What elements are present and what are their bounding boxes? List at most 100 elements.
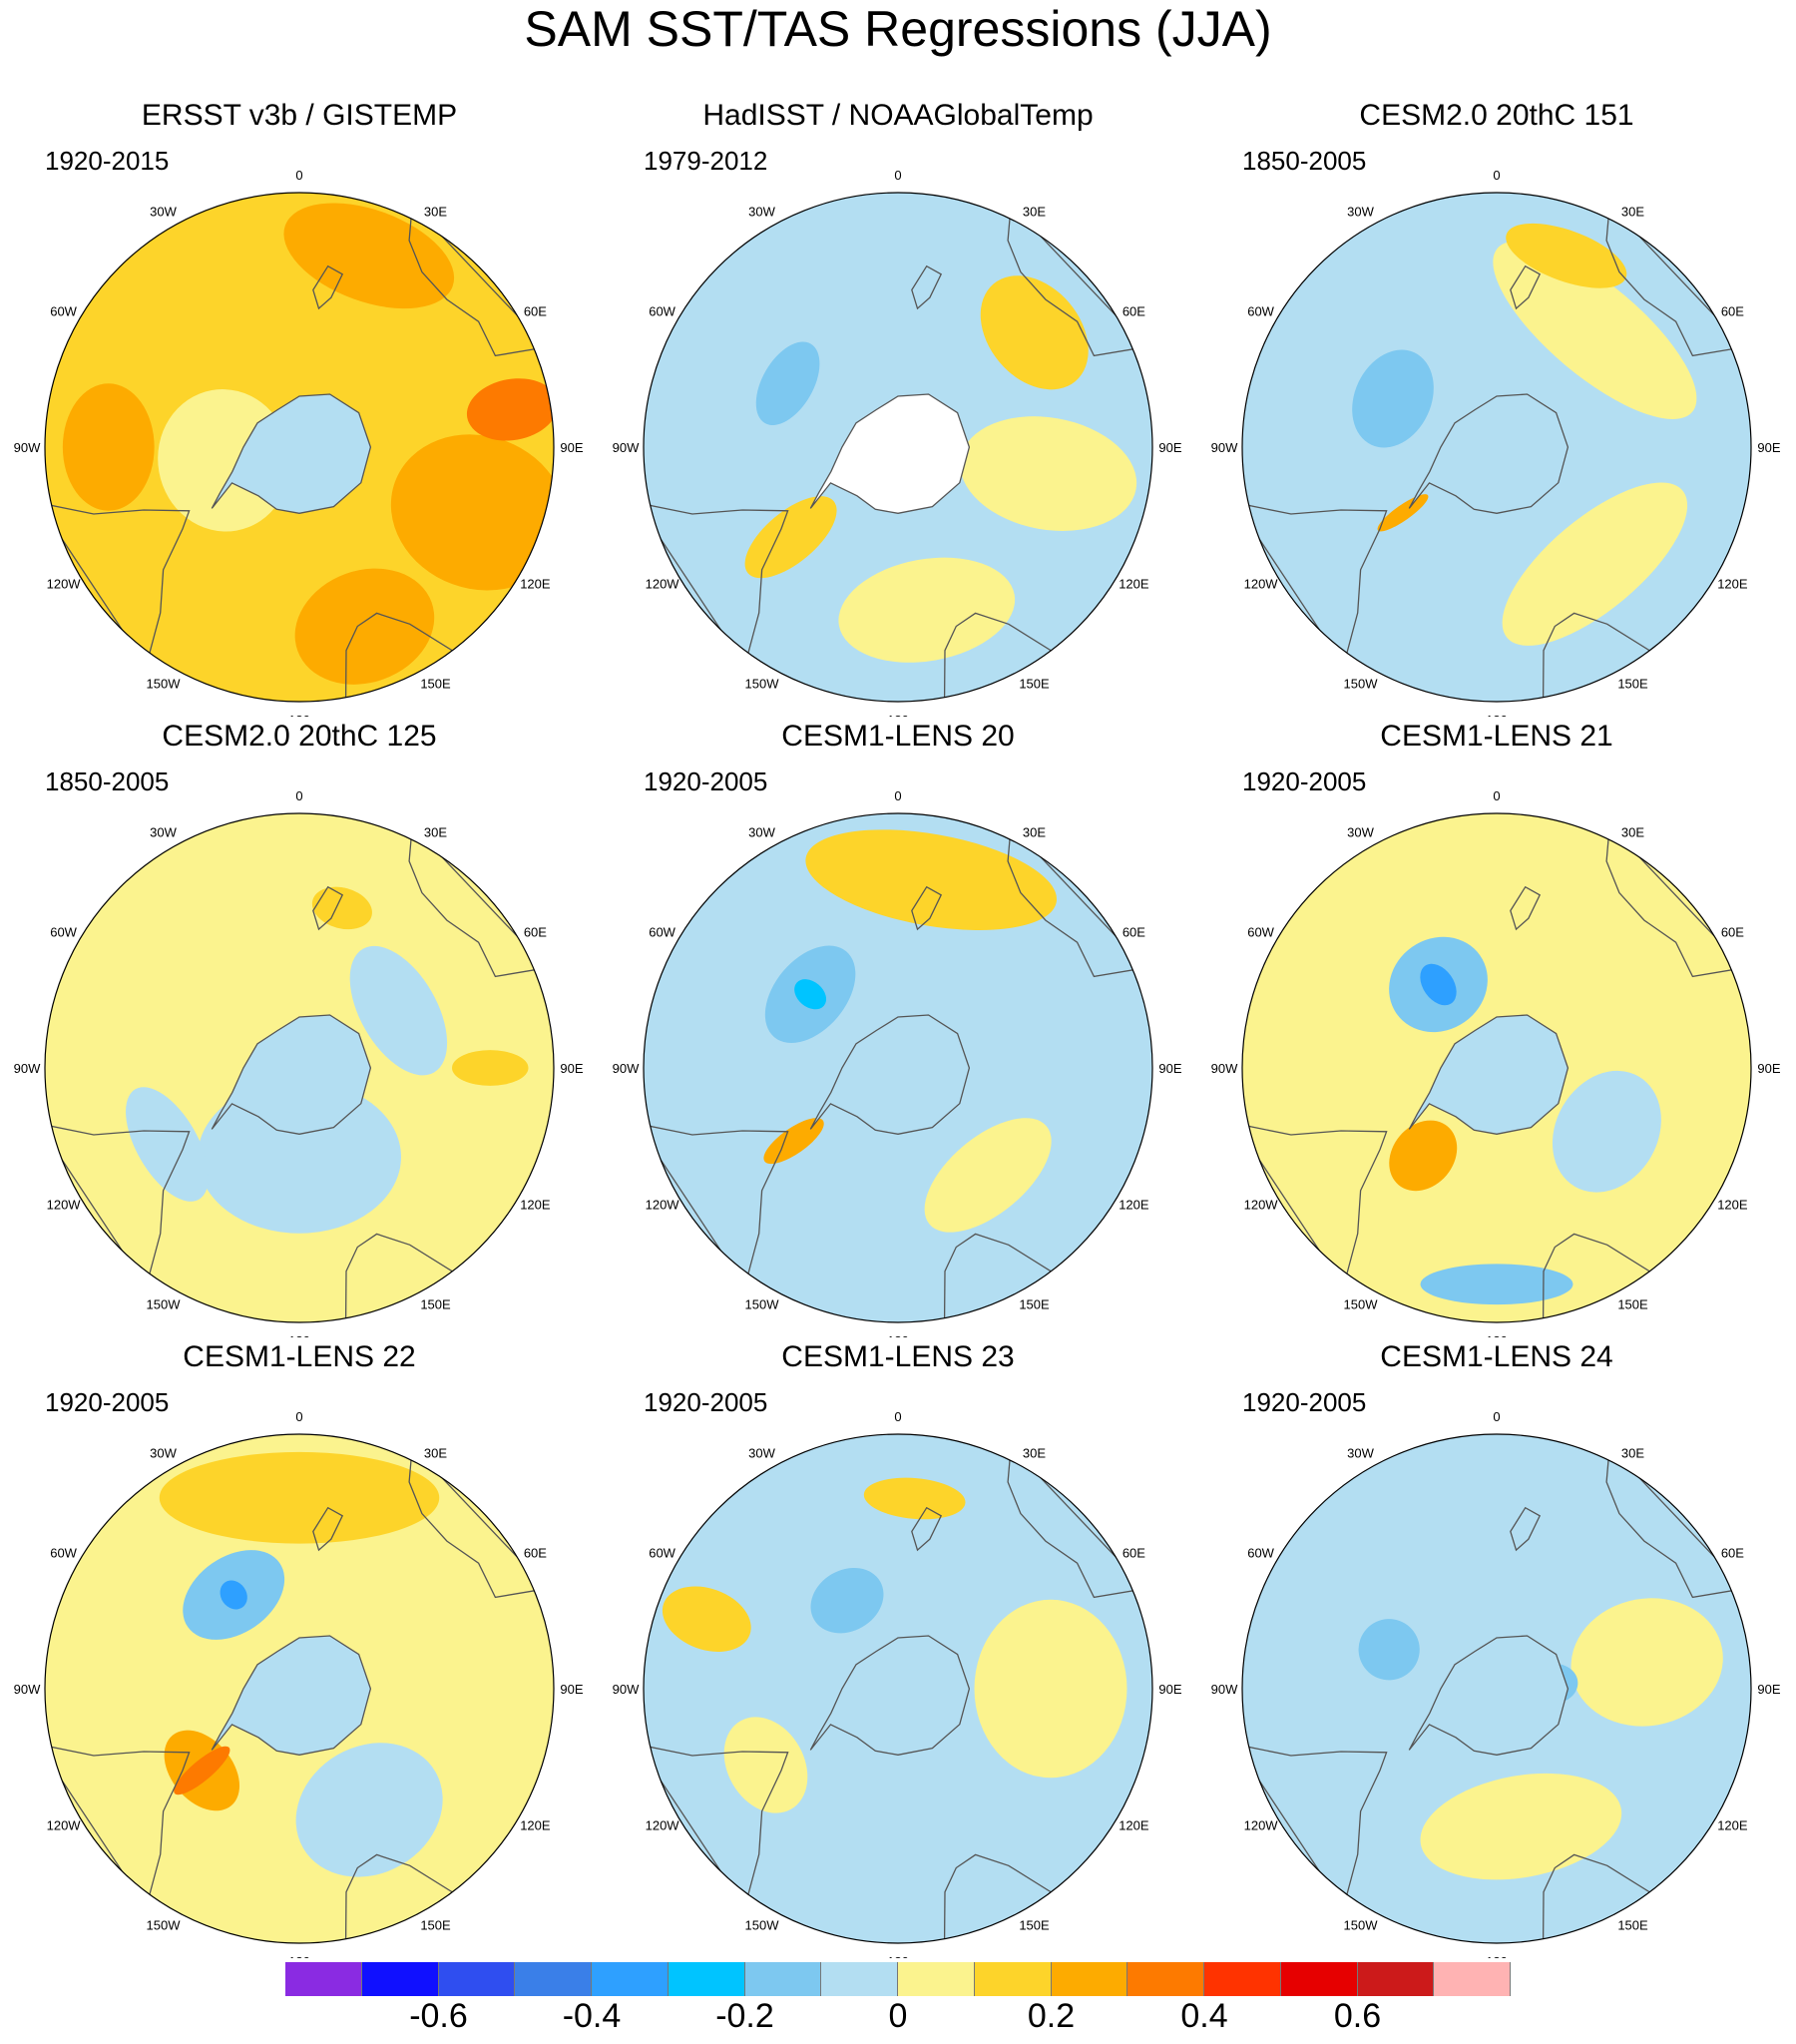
map-boundary (643, 1433, 1153, 1944)
south-america-coastline (644, 1743, 789, 1909)
map-boundary (643, 812, 1153, 1323)
map-boundary (1241, 812, 1752, 1323)
colorbar-level (668, 1962, 745, 1996)
regression-anomaly (294, 568, 435, 685)
south-america-coastline (45, 501, 191, 668)
colorbar-tick-label: 0.2 (1027, 1997, 1076, 2035)
panel-title: ERSST v3b / GISTEMP (141, 99, 458, 132)
panel-title: CESM1-LENS 23 (781, 1340, 1015, 1373)
longitude-label: 90W (14, 1061, 41, 1076)
longitude-label: 180 (887, 713, 909, 717)
longitude-label: 120W (1244, 1198, 1279, 1213)
panel-title: CESM1-LENS 24 (1380, 1340, 1613, 1373)
panel-period: 1920-2015 (45, 146, 170, 176)
regression-anomaly (1571, 1598, 1723, 1727)
polar-map: 0 30E 60E 90E 120E 150E 180 150W 120W 90W 60W 30W (1211, 788, 1781, 1337)
polar-map: 0 30E 60E 90E 120E 150E 180 150W 120W 90W 60W 30W (14, 168, 584, 717)
regression-anomaly (838, 557, 1016, 663)
antarctica (211, 1635, 372, 1756)
longitude-label: 180 (288, 713, 310, 717)
map-panel: CESM1-LENS 23 0 30E 60E 90E 120E 150E 180 150W 12… (599, 1339, 1197, 1958)
regression-anomaly (974, 1599, 1127, 1779)
polar-map: 0 30E 60E 90E 120E 150E 180 150W 120W 90W 60W 30W (613, 788, 1182, 1337)
regression-anomaly (1420, 1264, 1573, 1305)
longitude-label: 120E (1717, 1198, 1748, 1213)
colorbar-tick-label: -0.6 (409, 1997, 468, 2035)
longitude-label: 60E (1122, 1546, 1145, 1561)
colorbar-level (974, 1962, 1052, 1996)
longitude-label: 30W (150, 205, 177, 220)
longitude-label: 30E (1023, 825, 1046, 840)
map-boundary (44, 1433, 555, 1944)
regression-anomaly (390, 434, 554, 591)
colorbar-level (592, 1962, 669, 1996)
longitude-label: 60W (649, 925, 675, 940)
longitude-label: 120E (520, 1818, 551, 1833)
panel-title: HadISST / NOAAGlobalTemp (702, 99, 1094, 132)
longitude-label: 90W (14, 1682, 41, 1697)
longitude-label: 90E (1757, 1682, 1780, 1697)
map-boundary (1241, 1433, 1752, 1944)
panel-title: CESM2.0 20thC 125 (162, 720, 437, 753)
longitude-label: 90E (560, 1061, 583, 1076)
panel-period: 1920-2005 (644, 766, 768, 796)
south-america-coastline (1242, 501, 1388, 668)
longitude-label: 150E (1019, 1917, 1050, 1932)
regression-anomaly (863, 1477, 966, 1520)
map-boundary (643, 192, 1153, 703)
regression-anomaly (805, 829, 1058, 930)
panel-period: 1920-2005 (45, 1387, 170, 1417)
longitude-label: 150W (147, 676, 182, 691)
longitude-label: 180 (288, 1954, 310, 1958)
longitude-label: 0 (1493, 788, 1500, 803)
map-panel: CESM1-LENS 21 0 30E 60E 90E 120E 150E 180 150W 12… (1197, 719, 1796, 1337)
longitude-label: 90E (1158, 440, 1181, 455)
longitude-label: 0 (1493, 1409, 1500, 1424)
south-america-coastline (45, 1743, 191, 1909)
longitude-label: 150E (1617, 1296, 1648, 1311)
longitude-label: 150W (1344, 676, 1379, 691)
polar-map: 0 30E 60E 90E 120E 150E 180 150W 120W 90W 60W 30W (14, 1409, 584, 1958)
new-zealand-coastline (312, 1506, 344, 1552)
regression-anomaly (1352, 349, 1434, 448)
regression-anomaly (794, 979, 827, 1010)
longitude-label: 120W (1244, 577, 1279, 592)
polar-map: 0 30E 60E 90E 120E 150E 180 150W 120W 90W 60W 30W (1211, 1409, 1781, 1958)
regression-anomaly (174, 1746, 230, 1795)
antarctica (809, 1635, 971, 1756)
regression-anomaly (810, 1567, 884, 1634)
new-zealand-coastline (1510, 885, 1542, 931)
longitude-label: 30E (424, 825, 447, 840)
longitude-label: 0 (295, 1409, 302, 1424)
longitude-label: 60W (1247, 304, 1274, 319)
longitude-label: 60W (1247, 925, 1274, 940)
regression-anomaly (1389, 1120, 1458, 1192)
colorbar-tick-label: 0.4 (1180, 1997, 1228, 2035)
longitude-label: 180 (887, 1954, 909, 1958)
longitude-label: 90W (613, 1682, 640, 1697)
regression-anomaly (126, 1087, 209, 1202)
map-panel: CESM1-LENS 22 0 30E 60E 90E 120E 150E 180 150W 12… (0, 1339, 599, 1958)
panel-period: 1979-2012 (644, 146, 768, 176)
panel-period: 1850-2005 (1242, 146, 1367, 176)
longitude-label: 150W (147, 1296, 182, 1311)
longitude-label: 30W (1347, 825, 1374, 840)
south-america-coastline (1242, 1743, 1388, 1909)
map-boundary (1241, 192, 1752, 703)
figure-title: SAM SST/TAS Regressions (JJA) (524, 1, 1272, 57)
colorbar-level (744, 1962, 822, 1996)
regression-anomaly (283, 203, 455, 309)
regression-anomaly (220, 1580, 247, 1610)
longitude-label: 60W (50, 1546, 77, 1561)
colorbar-tick-label: -0.4 (562, 1997, 622, 2035)
antarctica (1408, 393, 1570, 514)
polar-map: 0 30E 60E 90E 120E 150E 180 150W 120W 90W 60W 30W (613, 168, 1182, 717)
regression-anomaly (924, 1118, 1052, 1233)
longitude-label: 60W (649, 1546, 675, 1561)
map-panel: HadISST / NOAAGlobalTemp 0 30E 60E 90E 120E 15… (599, 98, 1197, 717)
regression-anomaly (1420, 963, 1457, 1006)
longitude-label: 30E (1621, 1446, 1644, 1461)
map-panel: CESM1-LENS 24 0 30E 60E 90E 120E 150E 180 150W 12… (1197, 1339, 1796, 1958)
antarctica (1408, 1014, 1570, 1135)
longitude-label: 30E (1621, 825, 1644, 840)
